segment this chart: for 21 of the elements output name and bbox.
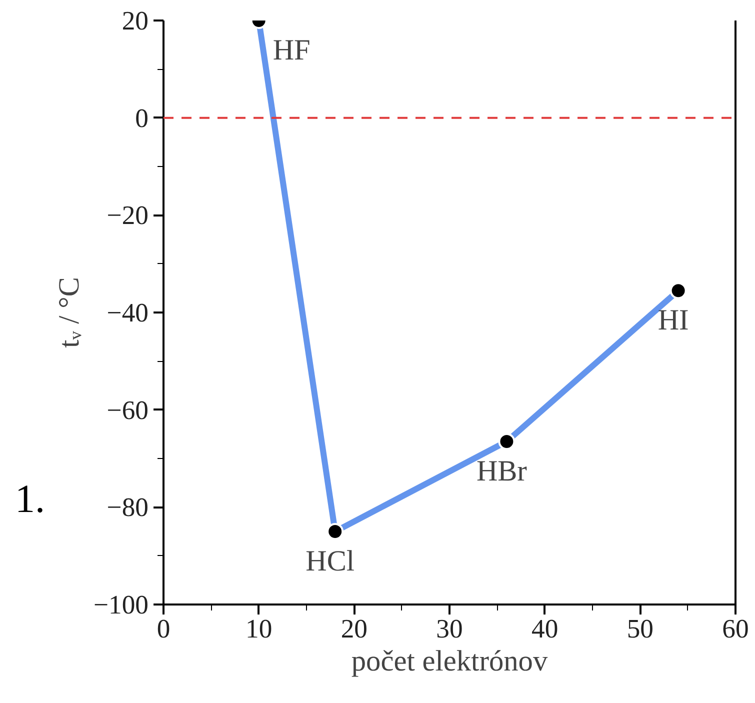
x-tick-label: 60: [722, 614, 749, 644]
x-tick-label: 40: [532, 614, 558, 644]
y-axis-title: tᵥ / °C: [53, 277, 86, 348]
annotation: HBr: [476, 455, 528, 488]
x-tick-label: 20: [340, 614, 368, 644]
y-tick-label: −40: [106, 298, 149, 328]
y-tick-label: −80: [106, 492, 149, 522]
annotation: HF: [272, 34, 310, 66]
annotation: HCl: [306, 546, 355, 578]
x-axis-title: počet elektrónov: [351, 646, 548, 678]
x-tick-label: 30: [436, 614, 463, 644]
x-tick-label: 10: [246, 614, 272, 644]
y-tick-label: −20: [106, 200, 149, 230]
y-tick-label: −100: [93, 590, 149, 620]
y-tick-label: 0: [135, 102, 148, 133]
text: 1.: [15, 475, 45, 523]
x-tick-label: 0: [156, 614, 170, 644]
x-tick-label: 50: [626, 614, 654, 644]
y-tick-label: 20: [122, 6, 148, 36]
y-tick-label: −60: [106, 394, 149, 425]
annotation: HI: [658, 304, 689, 337]
